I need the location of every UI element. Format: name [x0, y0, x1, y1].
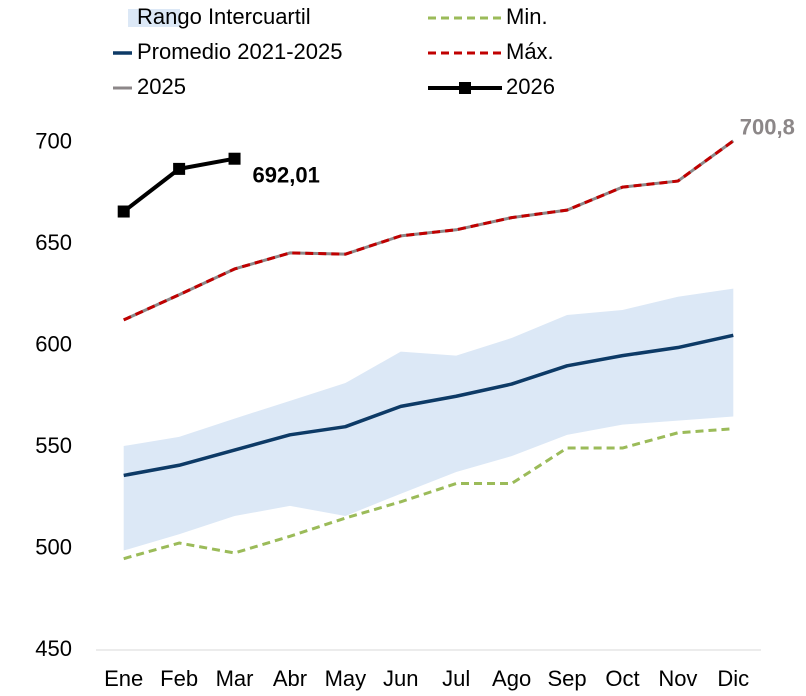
y-tick-label: 700: [35, 128, 72, 153]
line-dashed: [123, 139, 735, 322]
data-label: 692,01: [253, 163, 320, 188]
legend-label: Min.: [506, 4, 548, 29]
y-tick-label: 600: [35, 331, 72, 356]
x-tick-label: Dic: [717, 666, 749, 691]
x-tick-label: Ago: [492, 666, 531, 691]
legend-label: Rango Intercuartil: [137, 4, 311, 29]
x-tick-label: May: [325, 666, 367, 691]
y-tick-label: 550: [35, 433, 72, 458]
x-tick-label: Nov: [658, 666, 697, 691]
x-tick-label: Jul: [442, 666, 470, 691]
line-solid: [123, 333, 734, 478]
iqr-band: [123, 288, 734, 551]
marker: [173, 162, 186, 175]
x-tick-label: Oct: [605, 666, 639, 691]
x-tick-label: Feb: [160, 666, 198, 691]
data-label: 700,8: [740, 115, 795, 140]
x-tick-label: Sep: [547, 666, 586, 691]
line-solid: [123, 139, 735, 322]
legend-label: Máx.: [506, 39, 554, 64]
y-tick-label: 500: [35, 534, 72, 559]
y-tick-label: 650: [35, 230, 72, 255]
legend-marker: [459, 82, 471, 94]
legend-label: 2026: [506, 74, 555, 99]
x-tick-label: Mar: [216, 666, 254, 691]
marker: [228, 152, 241, 165]
legend-label: Promedio 2021-2025: [137, 39, 342, 64]
legend-label: 2025: [137, 74, 186, 99]
y-tick-label: 450: [35, 636, 72, 661]
x-tick-label: Jun: [383, 666, 418, 691]
x-tick-label: Abr: [273, 666, 307, 691]
marker: [117, 205, 130, 218]
line-dashed: [123, 427, 734, 561]
legend-swatch: [128, 9, 180, 27]
x-tick-label: Ene: [104, 666, 143, 691]
